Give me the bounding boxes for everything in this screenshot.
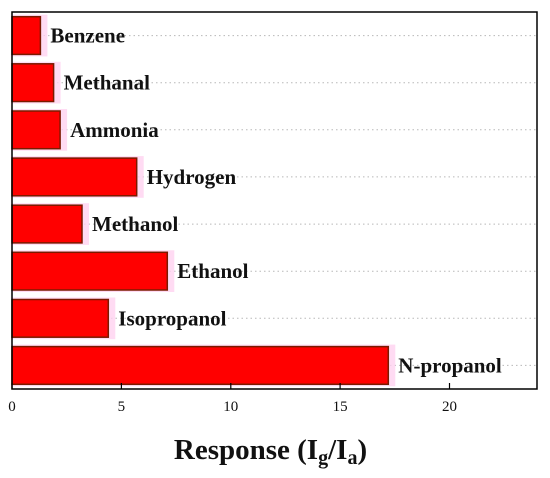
x-tick-label: 0 [8,399,16,415]
grid-lines [12,35,537,366]
x-tick-label: 15 [333,399,348,415]
bars [11,14,396,387]
bar-label: Methanol [92,212,178,236]
bar-ethanol [11,251,169,291]
bar-label: N-propanol [398,353,502,377]
bar-label: Hydrogen [147,165,237,189]
bar-hydrogen [11,157,138,197]
plot-frame [11,11,538,390]
x-tick-label: 10 [223,399,238,415]
bar-label: Methanal [64,71,150,95]
bar-methanal [11,63,55,103]
x-axis-title: Response (Ig/Ia) [174,434,367,469]
bar-methanol [11,204,83,244]
bar-label: Benzene [50,24,125,48]
bar-label: Ammonia [70,118,159,142]
bar-n-propanol [11,345,390,386]
bar-benzene [11,15,42,56]
x-tick-label: 20 [442,399,457,415]
x-axis-ticks: 0 5 10 15 20 [8,383,457,415]
bar-ammonia [11,110,61,150]
bar-isopropanol [11,298,110,338]
bar-labels: Benzene Methanal Ammonia Hydrogen Methanol Et… [50,24,502,378]
bar-label: Ethanol [177,259,248,283]
x-tick-label: 5 [118,399,126,415]
bar-label: Isopropanol [118,306,226,330]
